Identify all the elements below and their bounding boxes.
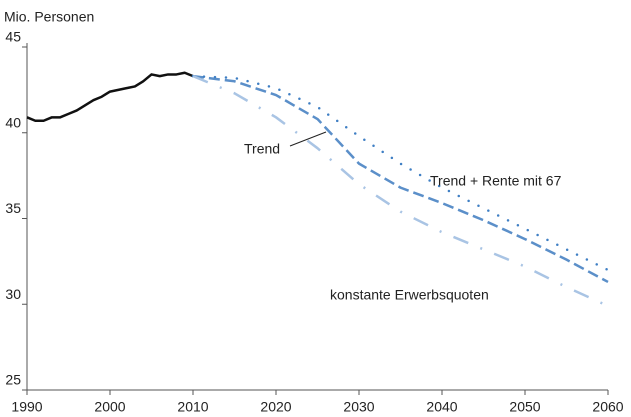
leader-line [289, 131, 327, 147]
series-label: Trend + Rente mit 67 [430, 173, 562, 189]
x-tick-label: 2060 [592, 399, 623, 415]
x-tick-label: 2050 [509, 399, 540, 415]
x-tick-label: 2040 [426, 399, 457, 415]
series-line [191, 74, 610, 272]
y-tick-label: 35 [5, 200, 21, 216]
x-tick-label: 2010 [177, 399, 208, 415]
series-line [192, 74, 609, 284]
x-tick-label: 2000 [94, 399, 125, 415]
y-axis-label: Mio. Personen [4, 9, 94, 25]
y-tick-label: 25 [5, 372, 21, 388]
series-line [192, 74, 609, 308]
series-label: Trend [244, 141, 280, 157]
series-line [26, 71, 194, 122]
x-tick-label: 1990 [11, 399, 42, 415]
series-label: konstante Erwerbsquoten [330, 287, 489, 303]
x-tick-label: 2030 [343, 399, 374, 415]
y-tick-label: 45 [5, 29, 21, 45]
x-tick-label: 2020 [260, 399, 291, 415]
y-tick-label: 40 [5, 114, 21, 130]
y-tick-label: 30 [5, 286, 21, 302]
